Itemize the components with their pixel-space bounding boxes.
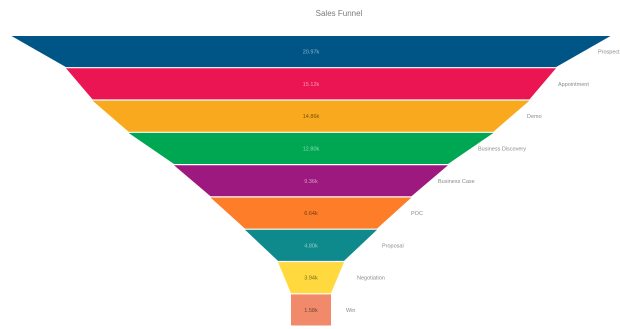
value-label: 14.86k [303, 114, 320, 120]
funnel-segment-appointment[interactable] [66, 68, 556, 100]
category-label: Prospect [598, 50, 620, 56]
value-label: 4.80k [304, 243, 318, 249]
value-label: 6.64k [304, 211, 318, 217]
category-label: Demo [527, 114, 542, 120]
funnel-segment-proposal[interactable] [245, 229, 377, 261]
value-label: 15.12k [303, 82, 320, 88]
category-label: Win [346, 308, 355, 314]
funnel-segment-negotiation[interactable] [278, 262, 344, 294]
category-label: Appointment [558, 82, 589, 88]
value-label: 9.36k [304, 179, 318, 185]
category-label: Business Case [438, 179, 475, 185]
chart-title: Sales Funnel [316, 9, 363, 18]
funnel-segment-business-discovery[interactable] [128, 132, 494, 164]
category-label: Proposal [382, 243, 404, 249]
funnel-layers: 20.97k Prospect 15.12k Appointment 14.86k Dem… [11, 36, 620, 326]
category-label: POC [411, 211, 423, 217]
funnel-segment-business-case[interactable] [174, 165, 448, 197]
category-label: Business Discovery [478, 146, 526, 152]
value-label: 12.80k [303, 146, 320, 152]
funnel-segment-prospect[interactable] [11, 36, 611, 68]
value-label: 20.97k [303, 50, 320, 56]
funnel-segment-poc[interactable] [210, 197, 412, 229]
value-label: 1.58k [304, 308, 318, 314]
category-label: Negotiation [357, 276, 385, 282]
value-label: 3.94k [304, 276, 318, 282]
funnel-segment-win[interactable] [291, 294, 331, 326]
funnel-segment-demo[interactable] [92, 100, 530, 132]
